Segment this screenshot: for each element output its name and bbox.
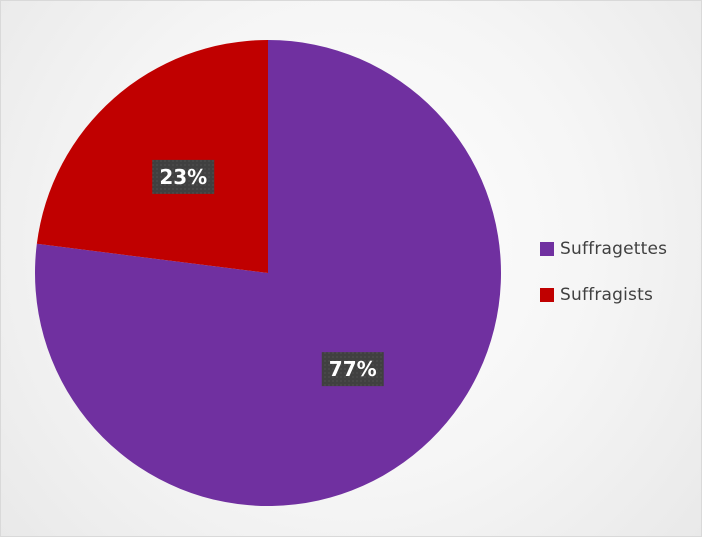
data-label-box-suffragists [152,159,215,194]
data-label-suffragettes: 77% [329,357,377,381]
pie-slice-suffragists [36,39,268,274]
legend-item-suffragists: Suffragists [540,284,667,306]
legend-swatch [540,242,554,256]
data-label-suffragists: 23% [159,165,207,189]
legend-label: Suffragettes [560,239,668,259]
legend-label: Suffragists [560,285,654,305]
legend-swatch [540,288,554,302]
legend: Suffragettes Suffragists [540,238,667,330]
data-labels: 77% 23% [152,159,384,387]
legend-item-suffragettes: Suffragettes [540,238,667,260]
data-label-box-suffragettes [321,352,384,387]
pie-slice-suffragettes [35,40,502,506]
pie-slices [35,39,502,506]
